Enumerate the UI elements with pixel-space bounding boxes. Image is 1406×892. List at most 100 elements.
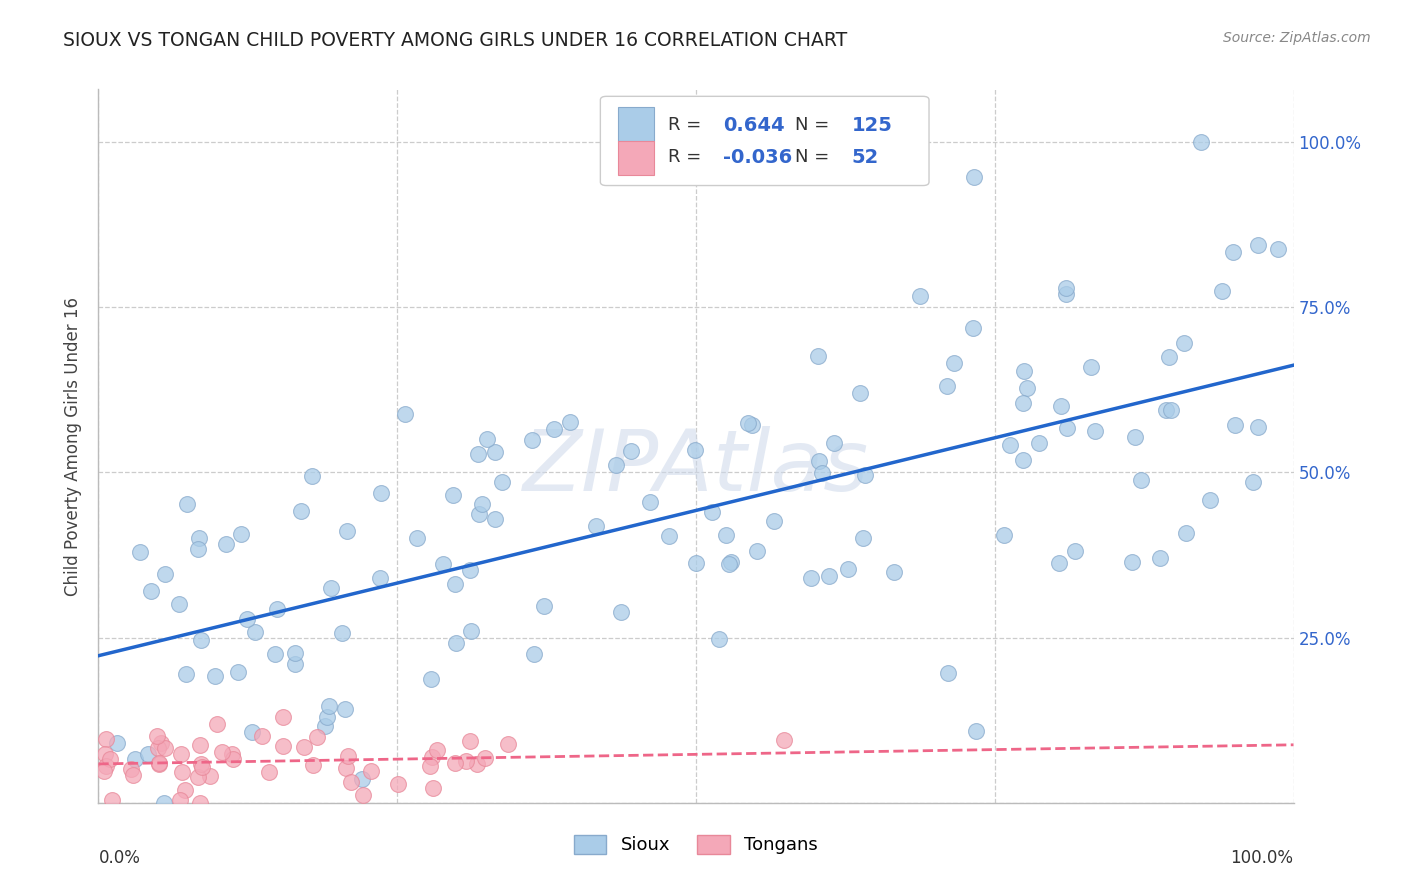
Point <box>1267 242 1289 256</box>
Point <box>962 169 984 184</box>
Point <box>266 602 288 616</box>
Point <box>252 729 274 743</box>
Point <box>187 542 209 557</box>
Point <box>405 531 427 545</box>
Point <box>523 647 546 661</box>
Point <box>638 495 661 509</box>
Point <box>122 768 145 782</box>
Point <box>387 777 409 791</box>
Point <box>240 725 263 739</box>
Text: Source: ZipAtlas.com: Source: ZipAtlas.com <box>1223 31 1371 45</box>
Point <box>1189 135 1212 149</box>
Point <box>305 731 328 745</box>
Point <box>148 757 170 772</box>
Point <box>441 488 464 502</box>
Point <box>454 754 477 768</box>
Point <box>849 385 872 400</box>
Point <box>336 524 359 539</box>
Point <box>474 751 496 765</box>
Point <box>273 710 295 724</box>
Point <box>176 497 198 511</box>
Point <box>264 647 287 661</box>
Point <box>807 453 830 467</box>
Point <box>1012 396 1035 410</box>
Point <box>444 576 467 591</box>
Point <box>465 756 488 771</box>
Point <box>426 743 449 757</box>
Point <box>93 764 115 778</box>
Point <box>187 770 209 784</box>
Point <box>1199 493 1222 508</box>
Point <box>962 321 984 335</box>
Point <box>1054 281 1077 295</box>
Point <box>198 768 221 782</box>
Point <box>1130 473 1153 487</box>
Point <box>1011 452 1033 467</box>
Point <box>1064 543 1087 558</box>
Point <box>458 733 481 747</box>
Point <box>444 636 467 650</box>
Point <box>1173 335 1195 350</box>
Point <box>370 486 392 500</box>
Point <box>153 796 176 810</box>
Point <box>605 458 627 472</box>
FancyBboxPatch shape <box>619 141 654 175</box>
Point <box>302 757 325 772</box>
Text: 0.0%: 0.0% <box>98 849 141 867</box>
Point <box>432 557 454 571</box>
Point <box>1246 419 1268 434</box>
Point <box>883 565 905 579</box>
Point <box>484 512 506 526</box>
Point <box>335 702 357 716</box>
Point <box>852 531 875 545</box>
Point <box>259 764 281 779</box>
Point <box>174 783 197 797</box>
Point <box>965 724 987 739</box>
Point <box>747 544 769 558</box>
Point <box>772 733 794 747</box>
Point <box>394 408 416 422</box>
Point <box>1247 238 1270 252</box>
Point <box>717 558 740 572</box>
Point <box>190 757 212 772</box>
Point <box>560 415 582 429</box>
Point <box>330 625 353 640</box>
Point <box>284 646 307 660</box>
Point <box>807 349 830 363</box>
Point <box>1050 399 1073 413</box>
Point <box>484 444 506 458</box>
Point <box>284 657 307 671</box>
Point <box>226 665 249 679</box>
Point <box>460 563 482 577</box>
Point <box>1000 438 1022 452</box>
Point <box>1028 436 1050 450</box>
Point <box>420 750 443 764</box>
Point <box>170 747 193 761</box>
Point <box>496 737 519 751</box>
Point <box>993 527 1015 541</box>
Point <box>1080 359 1102 374</box>
Point <box>136 747 159 761</box>
Point <box>1056 286 1078 301</box>
Point <box>229 527 252 541</box>
Point <box>1056 421 1078 435</box>
Point <box>853 468 876 483</box>
Text: N =: N = <box>796 148 835 167</box>
Point <box>315 719 337 733</box>
Point <box>94 731 117 746</box>
Point <box>360 764 382 778</box>
Point <box>610 605 633 619</box>
Point <box>190 633 212 648</box>
Point <box>211 745 233 759</box>
Point <box>741 417 763 432</box>
Point <box>190 796 212 810</box>
Point <box>1084 424 1107 438</box>
Point <box>335 761 357 775</box>
Point <box>714 528 737 542</box>
Point <box>215 537 238 551</box>
Point <box>94 759 117 773</box>
Point <box>155 567 177 582</box>
Point <box>129 545 152 559</box>
Point <box>419 759 441 773</box>
Point <box>336 749 359 764</box>
